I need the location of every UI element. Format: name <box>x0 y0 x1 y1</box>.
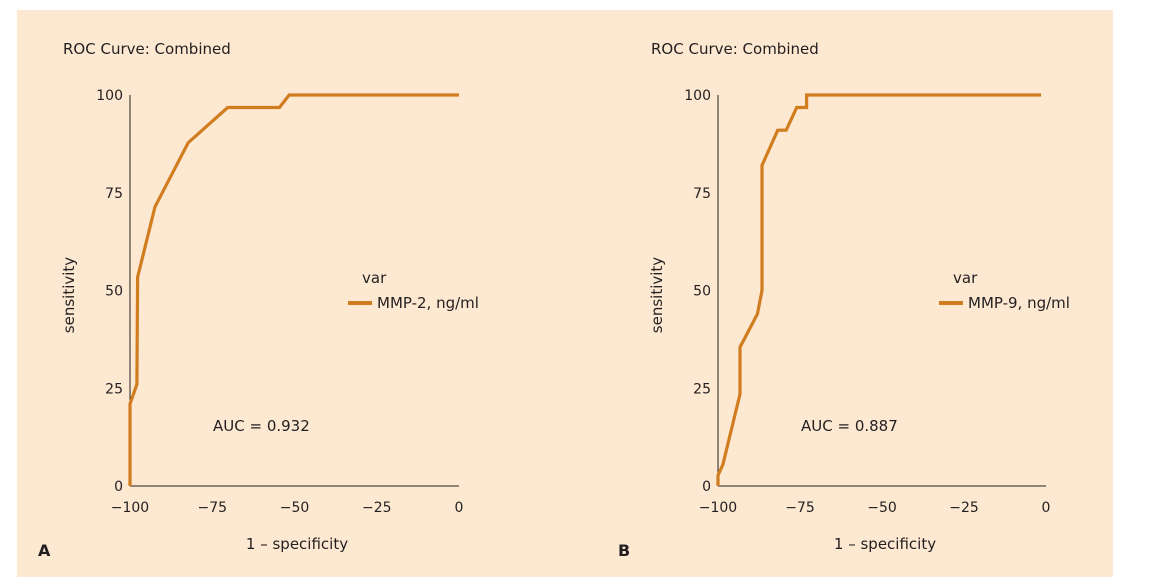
auc-annotation: AUC = 0.887 <box>801 417 898 435</box>
chart-b: ROC Curve: Combined 0 25 50 75 100 −100 −75 −50 −… <box>618 40 1070 560</box>
y-tick-label: 100 <box>96 88 123 104</box>
y-tick-label: 75 <box>693 186 711 202</box>
y-tick-label: 50 <box>693 284 711 300</box>
x-tick-label: −75 <box>197 500 227 516</box>
legend-title: var <box>953 269 978 287</box>
auc-annotation: AUC = 0.932 <box>213 417 310 435</box>
y-tick-label: 100 <box>684 88 711 104</box>
y-tick-label: 25 <box>693 381 711 397</box>
panel-label: A <box>38 541 51 560</box>
legend-title: var <box>362 269 387 287</box>
chart-a: ROC Curve: Combined 0 25 50 75 100 −100 −75 −50 −… <box>38 40 479 560</box>
roc-curve-line <box>128 93 459 486</box>
x-tick-label: 0 <box>455 500 464 516</box>
legend-entry: MMP-9, ng/ml <box>968 294 1070 312</box>
x-axis-label: 1 – specificity <box>834 535 936 553</box>
x-tick-label: −25 <box>362 500 392 516</box>
x-tick-label: −50 <box>280 500 310 516</box>
x-tick-label: −100 <box>111 500 149 516</box>
y-tick-label: 50 <box>105 284 123 300</box>
panel-label: B <box>618 541 630 560</box>
legend-entry: MMP-2, ng/ml <box>377 294 479 312</box>
x-tick-label: −50 <box>867 500 897 516</box>
x-tick-label: −100 <box>699 500 737 516</box>
chart-title: ROC Curve: Combined <box>651 40 819 58</box>
x-tick-label: −75 <box>785 500 815 516</box>
roc-curve-line <box>716 93 1042 486</box>
figure-panel <box>17 10 1113 577</box>
y-axis-label: sensitivity <box>648 257 666 334</box>
y-tick-label: 0 <box>702 479 711 495</box>
y-tick-label: 0 <box>114 479 123 495</box>
y-tick-label: 25 <box>105 381 123 397</box>
x-tick-label: 0 <box>1042 500 1051 516</box>
y-axis-label: sensitivity <box>60 257 78 334</box>
x-axis-label: 1 – specificity <box>246 535 348 553</box>
chart-title: ROC Curve: Combined <box>63 40 231 58</box>
y-tick-label: 75 <box>105 186 123 202</box>
x-tick-label: −25 <box>949 500 979 516</box>
